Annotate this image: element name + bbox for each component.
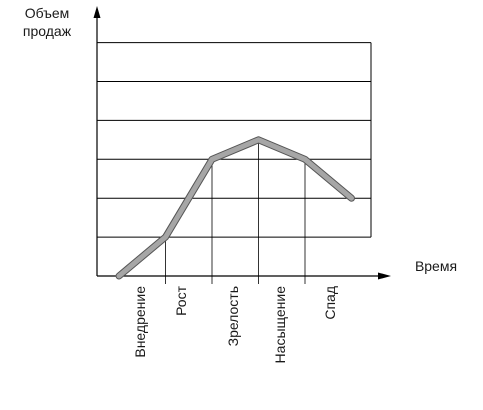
x-axis-arrow [378,272,391,280]
sales-curve-line [116,137,354,279]
category-label: Внедрение [132,286,148,358]
grid-lines [97,42,372,238]
category-labels: Внедрение Рост Зрелость Насыщение Спад [132,285,338,363]
category-label: Рост [173,285,189,316]
category-label: Спад [322,286,338,320]
category-label: Насыщение [272,286,288,364]
x-axis-label: Время [415,258,457,274]
sales-curve [115,136,355,280]
y-axis-arrow [93,6,101,18]
axes [93,6,391,280]
sales-curve-shadow [115,136,355,280]
y-axis-label-line: продаж [23,23,72,39]
y-axis-label: Объем продаж [23,5,72,39]
category-label: Зрелость [225,286,241,346]
phase-dividers [165,139,306,284]
y-axis-label-line: Объем [25,5,70,21]
